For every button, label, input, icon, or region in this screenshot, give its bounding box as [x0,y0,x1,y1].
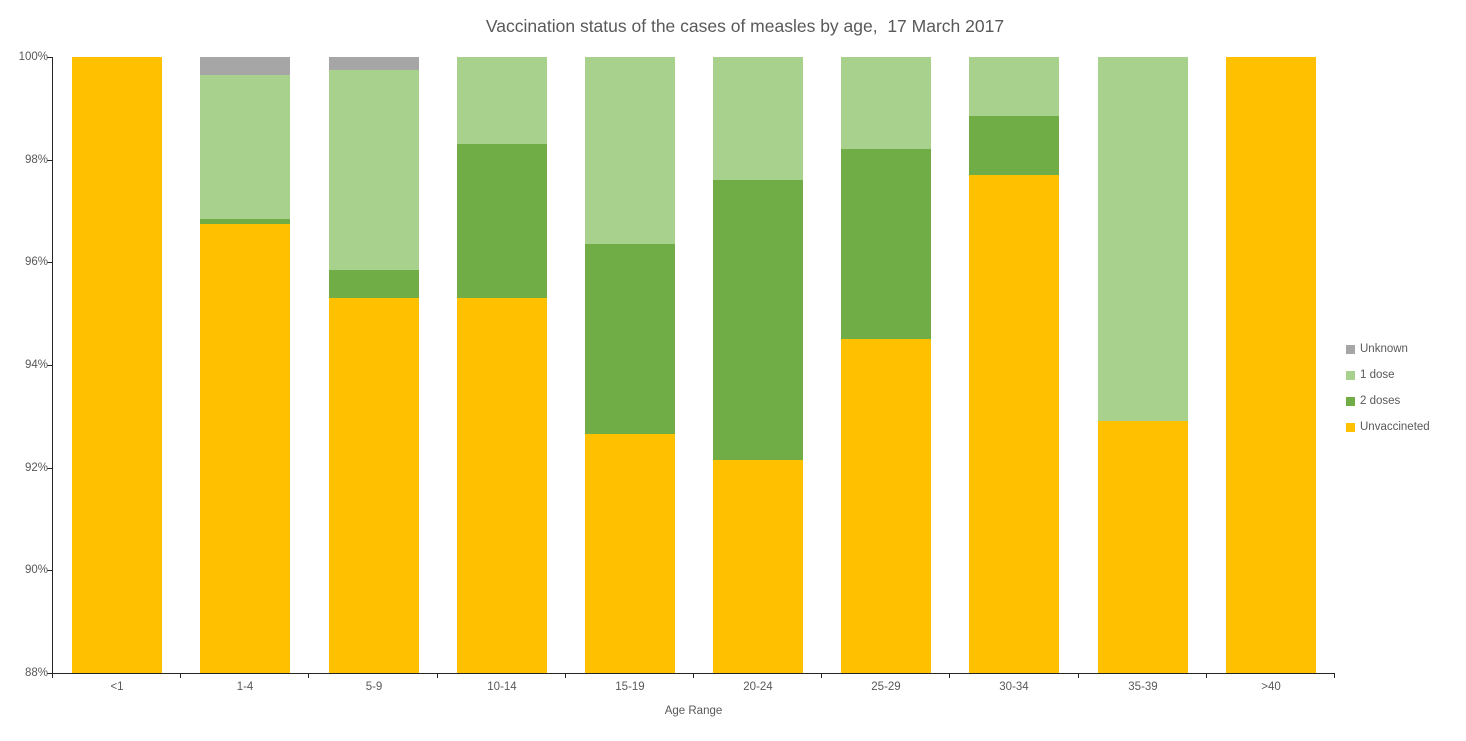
x-category-label: >40 [1261,681,1281,693]
bar-segment [329,57,419,70]
bar-segment [1098,421,1188,673]
bar-segment [585,57,675,244]
y-tick-mark [47,468,52,469]
bar-segment [457,298,547,673]
x-axis-title: Age Range [664,705,723,717]
y-tick-mark [47,262,52,263]
bar-segment [585,434,675,673]
bar-segment [1098,57,1188,421]
bar-segment [585,244,675,434]
x-tick-mark [821,673,822,678]
y-tick-label: 90% [24,564,48,576]
x-tick-mark [1078,673,1079,678]
legend-label: Unknown [1360,343,1408,355]
x-category-label: 10-14 [487,681,517,693]
bar-segment [72,57,162,673]
bar-segment [329,70,419,270]
bar-segment [841,339,931,673]
bar-segment [329,270,419,298]
bar-segment [457,144,547,298]
x-tick-mark [693,673,694,678]
bar-segment [969,175,1059,673]
bar-segment [329,298,419,673]
legend-item: Unknown [1346,341,1430,357]
x-tick-mark [180,673,181,678]
legend-item: 2 doses [1346,393,1430,409]
bar-segment [969,57,1059,116]
legend-swatch-icon [1346,344,1355,354]
x-category-label: 20-24 [743,681,773,693]
chart-title: Vaccination status of the cases of measl… [485,16,1005,36]
x-category-label: <1 [110,681,124,693]
y-axis-line [52,57,53,673]
y-tick-label: 94% [24,359,48,371]
y-tick-label: 88% [24,667,48,679]
x-tick-mark [1206,673,1207,678]
bar-segment [841,57,931,149]
x-tick-mark [1334,673,1335,678]
x-category-label: 5-9 [365,681,383,693]
x-tick-mark [308,673,309,678]
bar-segment [713,57,803,180]
legend: Unknown 1 dose 2 doses Unvaccineted [1346,341,1430,445]
bar-segment [200,75,290,219]
legend-label: Unvaccineted [1360,421,1430,433]
legend-swatch-icon [1346,370,1355,380]
x-category-label: 1-4 [236,681,254,693]
x-tick-mark [52,673,53,678]
bar-segment [200,219,290,224]
bar-segment [200,224,290,673]
x-tick-mark [437,673,438,678]
y-tick-mark [47,570,52,571]
x-category-label: 30-34 [999,681,1029,693]
x-category-label: 25-29 [871,681,901,693]
y-tick-label: 96% [24,256,48,268]
y-tick-label: 98% [24,154,48,166]
y-tick-mark [47,57,52,58]
y-tick-mark [47,365,52,366]
legend-swatch-icon [1346,396,1355,406]
bar-segment [457,57,547,144]
y-tick-label: 100% [18,51,48,63]
legend-label: 2 doses [1360,395,1401,407]
bar-segment [841,149,931,339]
x-category-label: 15-19 [615,681,645,693]
legend-swatch-icon [1346,422,1355,432]
legend-item: 1 dose [1346,367,1430,383]
bar-segment [1226,57,1316,673]
bar-segment [713,180,803,460]
bar-segment [713,460,803,673]
bar-segment [200,57,290,75]
x-tick-mark [949,673,950,678]
legend-item: Unvaccineted [1346,419,1430,435]
legend-label: 1 dose [1360,369,1395,381]
x-category-label: 35-39 [1128,681,1158,693]
bar-segment [969,116,1059,175]
y-tick-mark [47,160,52,161]
y-tick-label: 92% [24,462,48,474]
y-tick-mark [47,673,52,674]
x-tick-mark [565,673,566,678]
